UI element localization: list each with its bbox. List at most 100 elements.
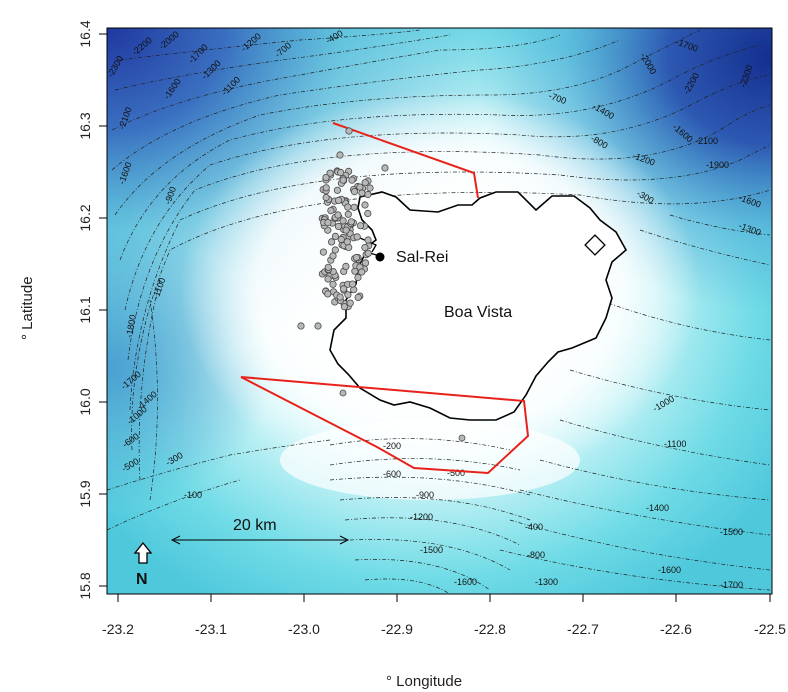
contour-label: -1200 bbox=[410, 512, 433, 522]
y-tick-label: 16.2 bbox=[77, 204, 93, 231]
sighting-point bbox=[381, 164, 389, 172]
contour-label: -1700 bbox=[720, 580, 743, 590]
contour-label: -900 bbox=[416, 490, 434, 500]
contour-label: -600 bbox=[383, 469, 401, 479]
x-tick-label: -22.7 bbox=[567, 621, 599, 637]
sighting-point bbox=[344, 210, 352, 218]
sighting-point bbox=[337, 168, 345, 177]
contour-label: -1100 bbox=[664, 439, 686, 449]
sighting-point bbox=[331, 246, 339, 254]
sighting-point bbox=[348, 280, 357, 288]
sighting-point bbox=[339, 285, 348, 293]
island-label: Boa Vista bbox=[444, 304, 512, 321]
sighting-point bbox=[361, 244, 369, 252]
sighting-point bbox=[364, 236, 372, 244]
sighting-point bbox=[340, 303, 348, 311]
x-tick-label: -22.8 bbox=[474, 621, 506, 637]
sighting-point bbox=[361, 201, 369, 209]
sighting-point bbox=[361, 179, 369, 187]
sighting-point bbox=[324, 290, 332, 298]
contour-label: -1600 bbox=[454, 577, 477, 587]
x-axis-title: ° Longitude bbox=[386, 673, 462, 690]
sighting-point bbox=[326, 169, 334, 177]
sighting-point bbox=[339, 217, 347, 225]
sighting-point bbox=[347, 218, 355, 226]
sighting-point bbox=[458, 434, 466, 442]
y-axis-title: ° Latitude bbox=[19, 276, 36, 340]
sighting-point bbox=[356, 222, 365, 230]
sighting-point bbox=[322, 184, 330, 192]
sighting-point bbox=[324, 263, 332, 271]
sighting-point bbox=[364, 190, 372, 199]
sighting-point bbox=[314, 322, 322, 330]
sighting-point bbox=[334, 196, 343, 204]
sighting-point bbox=[361, 259, 370, 267]
sighting-point bbox=[343, 238, 351, 246]
contour-label: -2100 bbox=[695, 136, 718, 146]
sighting-point bbox=[322, 174, 330, 182]
sighting-point bbox=[344, 291, 352, 299]
x-tick-label: -23.1 bbox=[195, 621, 227, 637]
contour-label: -1900 bbox=[706, 160, 729, 170]
sighting-point bbox=[329, 252, 337, 260]
sighting-point bbox=[297, 322, 305, 330]
sighting-point bbox=[350, 203, 358, 211]
sighting-point bbox=[353, 233, 361, 241]
survey-area-boundary bbox=[240, 122, 530, 475]
sighting-point bbox=[342, 262, 350, 270]
contour-label: -1500 bbox=[420, 545, 443, 555]
contour-label: -400 bbox=[525, 522, 543, 532]
sighting-point bbox=[345, 127, 353, 135]
scale-bar-label: 20 km bbox=[233, 517, 277, 534]
sighting-point bbox=[344, 203, 352, 211]
contour-label: -1300 bbox=[535, 577, 558, 587]
contour-label: -200 bbox=[383, 441, 401, 451]
sighting-point bbox=[339, 176, 347, 184]
sighting-point bbox=[327, 207, 335, 215]
x-axis: -23.2 -23.1 -23.0 -22.9 -22.8 -22.7 -22.6 -22.5 bbox=[102, 593, 786, 637]
y-tick-label: 15.8 bbox=[77, 572, 93, 599]
sighting-point bbox=[324, 275, 332, 283]
sal-rei-label: Sal-Rei bbox=[396, 249, 448, 266]
sighting-point bbox=[324, 219, 332, 227]
sighting-point bbox=[348, 176, 356, 184]
contour-label: -1600 bbox=[658, 565, 681, 575]
diamond-marker bbox=[584, 234, 606, 256]
contour-label: -1400 bbox=[646, 503, 669, 513]
sighting-point bbox=[336, 293, 344, 301]
y-tick-label: 16.0 bbox=[77, 388, 93, 415]
contour-label: -800 bbox=[527, 550, 545, 560]
contour-label: -500 bbox=[447, 468, 465, 478]
sighting-point bbox=[329, 280, 337, 288]
sighting-point bbox=[346, 299, 354, 307]
sighting-point bbox=[364, 249, 372, 257]
y-tick-label: 15.9 bbox=[77, 480, 93, 507]
x-tick-label: -23.2 bbox=[102, 621, 134, 637]
x-tick-label: -22.9 bbox=[381, 621, 413, 637]
y-tick-label: 16.4 bbox=[77, 20, 93, 47]
scale-bar: 20 km bbox=[170, 517, 350, 545]
sighting-point bbox=[352, 253, 360, 262]
sighting-point bbox=[322, 193, 330, 202]
sighting-point bbox=[354, 293, 362, 301]
sighting-point bbox=[354, 273, 362, 282]
north-arrow: N bbox=[133, 541, 153, 588]
sighting-point bbox=[339, 389, 347, 397]
contour-label: -100 bbox=[184, 490, 202, 500]
sighting-point bbox=[358, 189, 366, 197]
contour-label: -1500 bbox=[720, 527, 743, 537]
y-tick-label: 16.3 bbox=[77, 112, 93, 139]
y-tick-label: 16.1 bbox=[77, 296, 93, 323]
sighting-point bbox=[334, 211, 342, 219]
sighting-point bbox=[319, 248, 327, 256]
sighting-point bbox=[327, 238, 336, 246]
sighting-point bbox=[356, 183, 364, 191]
sighting-point bbox=[342, 226, 350, 234]
sighting-point bbox=[337, 235, 345, 243]
x-tick-label: -22.5 bbox=[754, 621, 786, 637]
north-label: N bbox=[136, 571, 148, 588]
x-tick-label: -22.6 bbox=[660, 621, 692, 637]
sighting-points bbox=[297, 127, 389, 330]
contour-label: -1800 bbox=[124, 314, 138, 338]
